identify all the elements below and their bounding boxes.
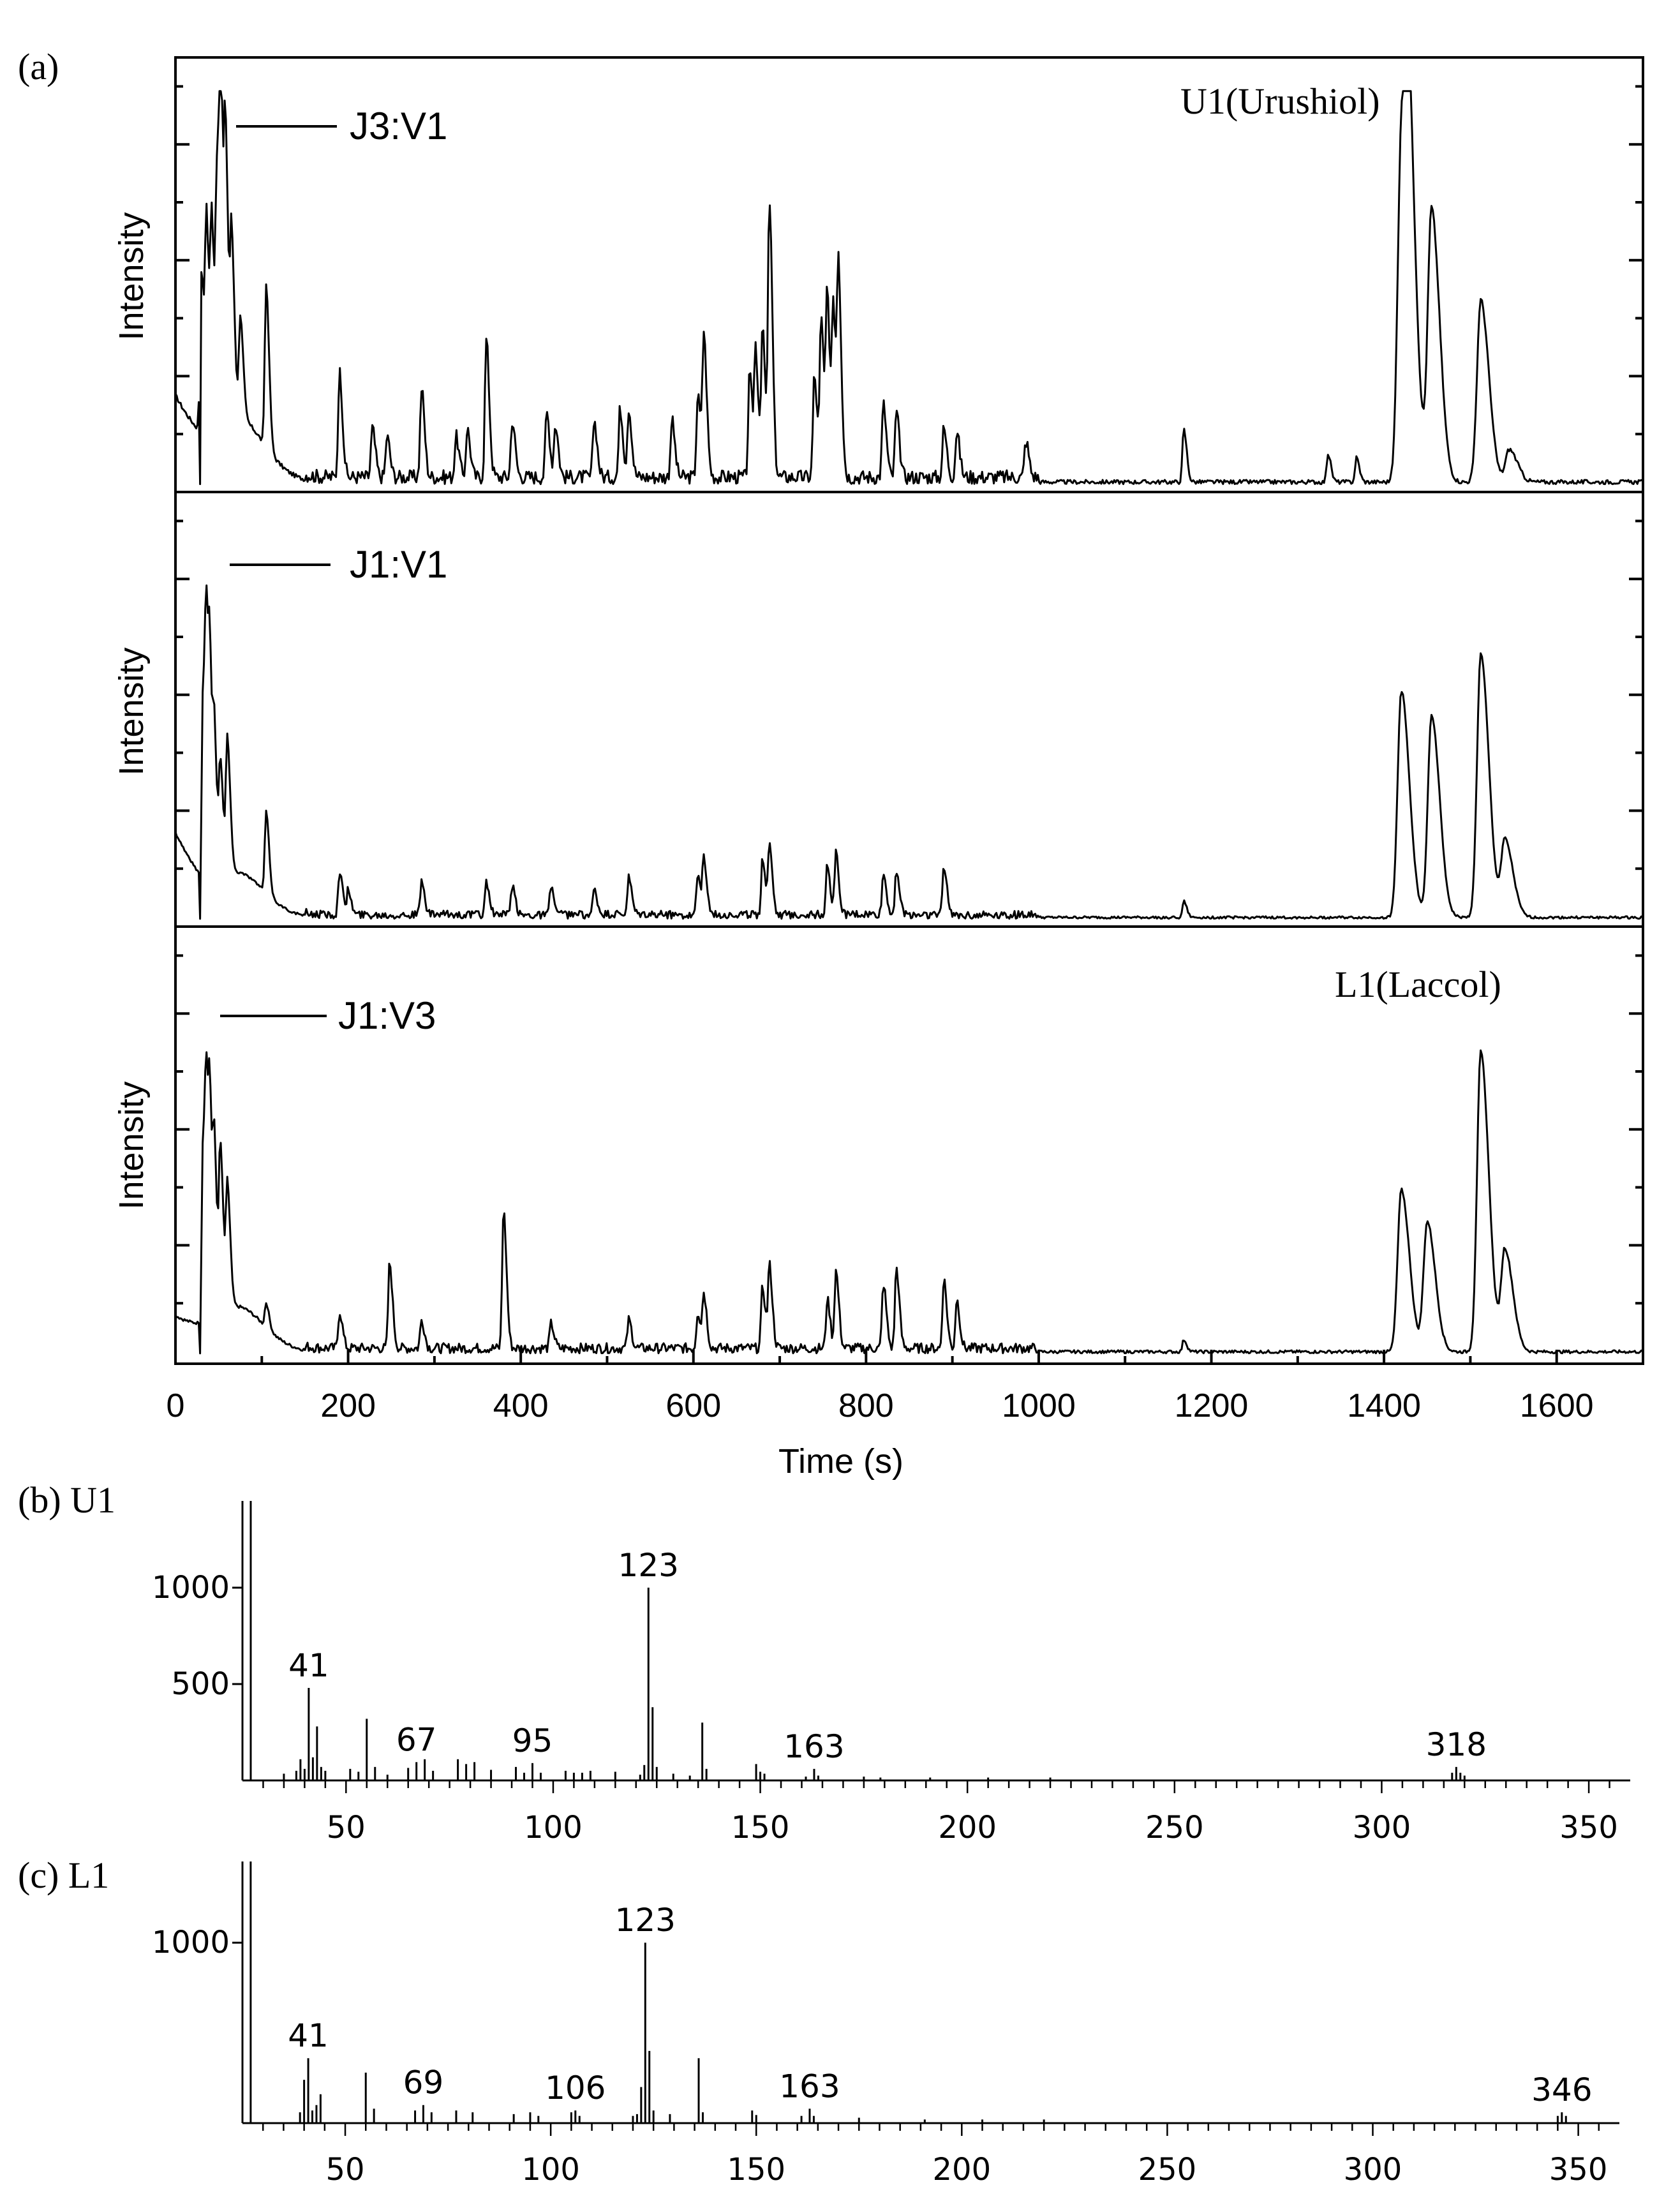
- x-tick-label: 0: [167, 1387, 185, 1424]
- annotation-urushiol: U1(Urushiol): [1180, 80, 1380, 122]
- peak-label: 123: [618, 1547, 679, 1584]
- peak-label: 346: [1531, 2071, 1592, 2108]
- x-tick-label: 150: [727, 2152, 785, 2188]
- y-tick-label: 1000: [152, 1570, 230, 1606]
- x-tick-label: 300: [1353, 1810, 1411, 1846]
- x-tick-label: 1200: [1175, 1387, 1249, 1424]
- y-axis-label-j1v3: Intensity: [112, 1081, 151, 1209]
- y-tick-label: 500: [171, 1666, 230, 1702]
- legend-label-j3v1: J3:V1: [350, 105, 447, 147]
- peak-label: 95: [512, 1722, 553, 1759]
- x-tick-label: 350: [1559, 1810, 1618, 1846]
- subplot-j1v3: J1:V3 L1(Laccol) Intensity: [112, 954, 1643, 1355]
- peak-label: 67: [396, 1721, 437, 1758]
- peak-label: 318: [1426, 1726, 1487, 1763]
- peak-label: 163: [779, 2068, 840, 2105]
- x-tick-label: 200: [933, 2152, 992, 2188]
- y-ticks-j1v1: [175, 519, 1643, 870]
- x-tick-label: 200: [320, 1387, 376, 1424]
- y-tick-label: 1000: [152, 1925, 230, 1960]
- mass-spectrum-u1: 50 100 150 200 250 300 350 500 1000 41 67 95 123 163 3…: [152, 1501, 1630, 1846]
- y-ticks-j1v3: [175, 954, 1643, 1305]
- legend-label-j1v1: J1:V1: [350, 543, 447, 586]
- subplot-j1v1: J1:V1 Intensity: [112, 519, 1643, 920]
- trace-j1v1: [174, 584, 1643, 920]
- x-tick-label: 1000: [1002, 1387, 1076, 1424]
- y-axis-label-j1v1: Intensity: [112, 647, 151, 775]
- legend-label-j1v3: J1:V3: [338, 994, 436, 1037]
- x-tick-label: 250: [1145, 1810, 1204, 1846]
- x-tick-label: 250: [1138, 2152, 1197, 2188]
- peak-label: 163: [784, 1728, 844, 1765]
- x-tick-label: 100: [521, 2152, 580, 2188]
- x-axis-time: 0 200 400 600 800 1000 1200 1400 1600: [167, 1350, 1644, 1424]
- x-tick-label: 50: [327, 1810, 366, 1846]
- chromatogram-frame: [174, 56, 1644, 1365]
- y-axis-label-j3v1: Intensity: [112, 212, 151, 340]
- annotation-laccol: L1(Laccol): [1335, 964, 1501, 1005]
- x-tick-label: 200: [938, 1810, 997, 1846]
- mass-spectrum-l1: 50 100 150 200 250 300 350 1000 41 69 106 123 163 346: [152, 1861, 1619, 2188]
- trace-j1v3: [174, 1049, 1643, 1355]
- peak-label: 41: [288, 2017, 329, 2054]
- x-tick-label: 100: [524, 1810, 583, 1846]
- peak-label: 41: [288, 1647, 329, 1684]
- subplot-j3v1: J3:V1 U1(Urushiol) Intensity: [112, 80, 1644, 486]
- trace-j3v1: [174, 90, 1644, 486]
- x-tick-label: 150: [731, 1810, 790, 1846]
- y-ticks-j3v1: [175, 85, 1643, 436]
- x-tick-label: 800: [838, 1387, 894, 1424]
- x-tick-label: 50: [326, 2152, 365, 2188]
- panel-a-label: (a): [18, 46, 59, 87]
- x-tick-label: 1600: [1520, 1387, 1594, 1424]
- peak-label: 106: [545, 2070, 606, 2107]
- x-tick-label: 400: [493, 1387, 549, 1424]
- x-tick-label: 600: [665, 1387, 721, 1424]
- panel-b-label: (b) U1: [18, 1479, 115, 1521]
- peak-label: 123: [615, 1902, 676, 1939]
- panel-c-label: (c) L1: [18, 1854, 109, 1896]
- peak-label: 69: [403, 2064, 444, 2101]
- x-tick-label: 300: [1344, 2152, 1402, 2188]
- x-axis-label-time: Time (s): [778, 1442, 903, 1481]
- x-tick-label: 350: [1549, 2152, 1608, 2188]
- x-tick-label: 1400: [1347, 1387, 1421, 1424]
